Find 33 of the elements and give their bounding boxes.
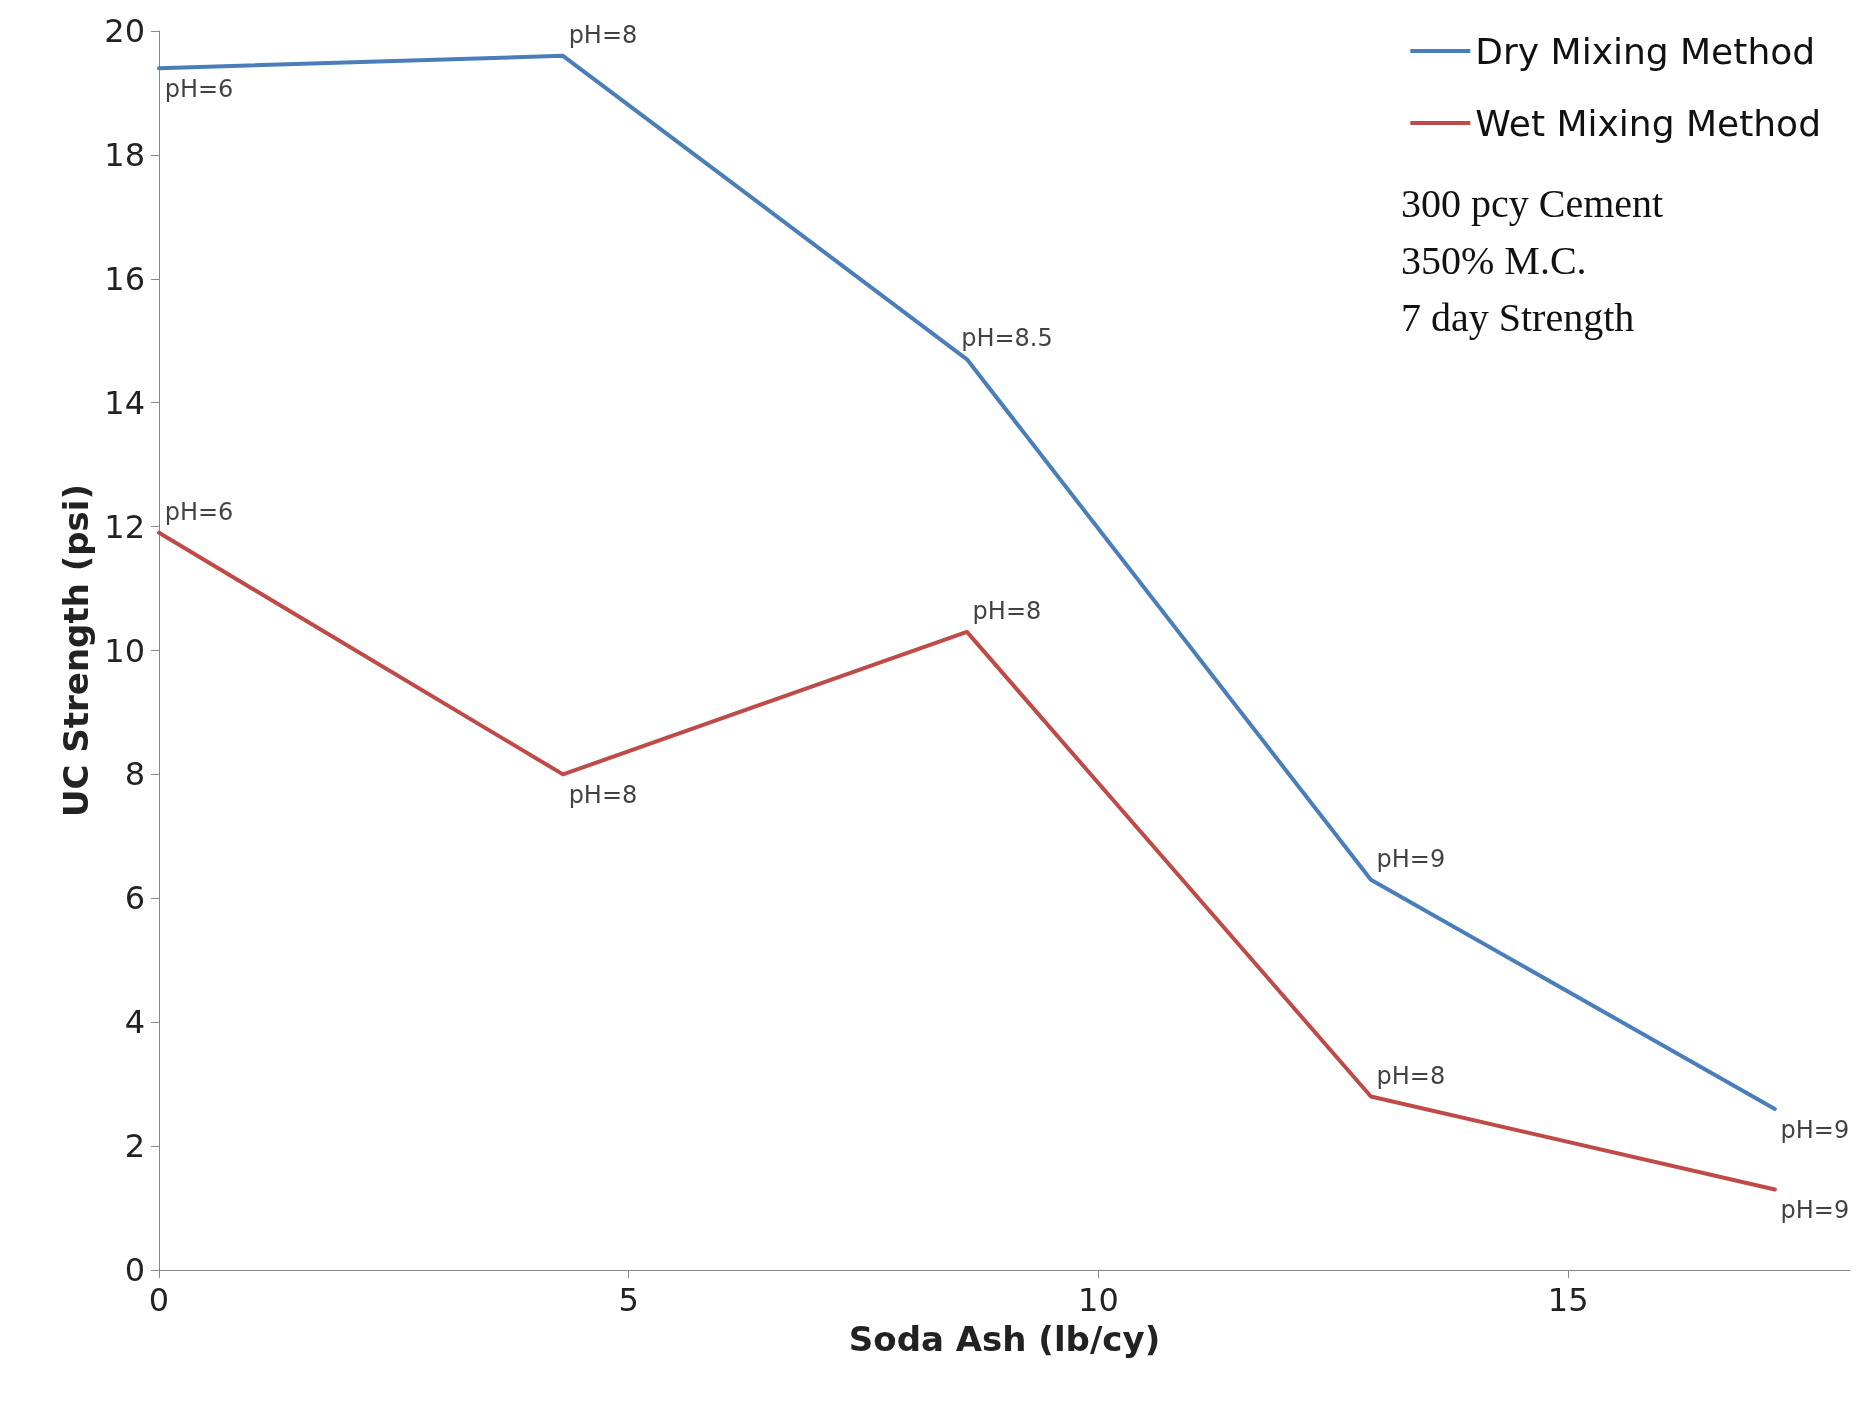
annotation: pH=8 [568,20,638,49]
y-tick-label: 20 [104,12,145,50]
y-tick-label: 16 [104,259,145,298]
x-tick-label: 0 [148,1281,170,1319]
annotation: pH=8 [1376,1061,1446,1090]
annotation: 7 day Strength [1401,294,1635,340]
y-tick-label: 6 [124,879,145,918]
annotation: pH=9 [1376,844,1446,873]
y-tick-label: 10 [104,631,145,670]
x-tick-label: 5 [618,1281,639,1319]
annotation: pH=8 [568,781,638,810]
y-tick-label: 2 [124,1127,145,1166]
y-tick-label: 18 [104,135,145,174]
annotation: pH=8.5 [961,324,1053,353]
y-tick-label: 4 [124,1003,145,1042]
annotation: pH=9 [1780,1196,1850,1225]
y-tick-label: 8 [124,755,145,794]
line-series [157,530,1777,1192]
legend-label: Wet Mixing Method [1475,102,1822,144]
y-axis-title: UC Strength (psi) [56,483,97,818]
y-tick-label: 14 [104,383,145,422]
legend-label: Dry Mixing Method [1475,30,1816,72]
annotation: 300 pcy Cement [1401,180,1664,226]
annotation: pH=8 [972,596,1042,625]
x-axis-title: Soda Ash (lb/cy) [848,1319,1161,1359]
annotation: pH=6 [164,75,234,104]
annotation: pH=9 [1780,1115,1850,1144]
x-tick-label: 10 [1078,1281,1119,1319]
y-tick-label: 0 [124,1251,145,1289]
annotation: 350% M.C. [1401,237,1587,283]
x-tick-label: 15 [1547,1281,1589,1319]
y-tick-label: 12 [104,507,145,546]
annotation: pH=6 [164,497,234,526]
